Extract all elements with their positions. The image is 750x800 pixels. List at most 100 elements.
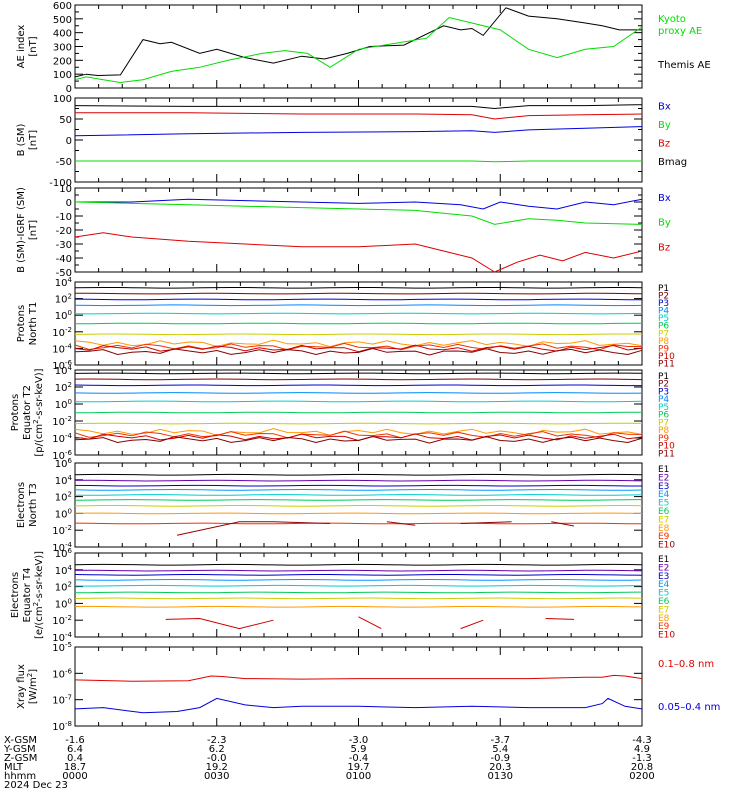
y-tick-label: 0	[66, 198, 72, 209]
series-group	[74, 198, 643, 273]
legend-item: E10	[658, 631, 675, 641]
orbit-cell: 0130	[488, 771, 513, 782]
y-tick-label: -30	[56, 240, 72, 251]
panel-8: 10-8 10-7 10-6 10-5 Xray flux [W/m2] 0.1–0.8 n…	[16, 641, 720, 733]
legend-item: Themis AE	[657, 60, 711, 71]
y-tick-label: 104	[55, 276, 73, 289]
orbit-cell: 20.8	[631, 762, 653, 773]
legend-item: E7	[658, 515, 669, 525]
legend-item: Kyoto	[658, 14, 686, 25]
orbit-cell: 18.7	[64, 762, 86, 773]
series-line	[386, 521, 416, 526]
legend-item: P8	[658, 426, 669, 436]
orbit-cell: -4.3	[632, 735, 652, 746]
orbit-row-label: 2024 Dec 23	[4, 780, 68, 791]
y-tick-label: 104	[55, 364, 73, 377]
legend-item: E3	[658, 482, 669, 492]
orbit-row-label: MLT	[4, 762, 24, 773]
series-line	[74, 372, 643, 375]
series-line	[74, 333, 643, 336]
y-axis-label: Protons	[16, 305, 27, 342]
legend-item: proxy AE	[658, 26, 702, 37]
series-line	[74, 339, 643, 348]
series-line	[74, 411, 642, 414]
legend-item: E2	[658, 473, 669, 483]
series-line	[74, 7, 642, 78]
series-group	[74, 287, 643, 356]
legend-item: P4	[658, 307, 669, 317]
series-line	[74, 126, 643, 137]
y-tick-label: -40	[56, 254, 72, 265]
y-tick-label: 10-4	[52, 631, 72, 644]
legend-item: Bmag	[658, 157, 687, 168]
series-line	[74, 422, 643, 425]
series-line	[176, 521, 331, 536]
series-line	[460, 619, 484, 630]
series-line	[74, 522, 643, 525]
y-tick-label: 104	[55, 564, 73, 577]
legend-item: P1	[658, 372, 669, 382]
series-line	[74, 591, 643, 594]
y-tick-label: -50	[56, 157, 72, 168]
legend-item: E4	[658, 490, 670, 500]
y-tick-label: 10-6	[52, 449, 72, 462]
orbit-cell: 5.9	[351, 744, 367, 755]
legend-item: Bx	[658, 193, 671, 204]
orbit-cell: -0.0	[207, 753, 227, 764]
y-tick-label: 10-6	[52, 667, 72, 680]
legend-item: By	[658, 120, 671, 131]
y-tick-label: 10-2	[52, 326, 72, 339]
legend-item: P2	[658, 292, 669, 302]
series-line	[74, 232, 643, 273]
legend: 0.1–0.8 nm 0.05–0.4 nm	[658, 659, 720, 713]
legend-item: E2	[658, 563, 669, 573]
y-tick-label: 102	[55, 381, 72, 394]
orbit-cell: -3.0	[349, 735, 369, 746]
panel-frame	[74, 97, 643, 183]
series-line	[74, 697, 643, 714]
y-tick-label: -20	[56, 226, 72, 237]
legend: Bx By Bz Bmag	[658, 102, 687, 169]
panel-3: -50 -40 -30 -20 -10 0 10 B (SM)-IGRF (SM) [nT] Bx…	[16, 184, 671, 279]
orbit-cell: 4.9	[634, 744, 650, 755]
series-line	[75, 198, 643, 210]
series-line	[74, 578, 643, 581]
legend-item: E5	[658, 589, 669, 599]
series-line	[165, 617, 274, 630]
y-tick-label: 10	[59, 184, 72, 195]
series-group	[74, 473, 643, 536]
legend-item: P3	[658, 387, 669, 397]
y-tick-label: 0	[66, 136, 72, 147]
legend-item: P8	[658, 337, 669, 347]
y-axis-label: [e/(cm2-s-sr-keV)]	[32, 551, 45, 639]
y-axis-label: [p/(cm2-s-sr-keV)]	[32, 368, 45, 456]
y-tick-label: 200	[53, 56, 72, 67]
series-line	[74, 342, 643, 351]
series-line	[74, 298, 643, 301]
series-line	[74, 605, 643, 608]
series-line	[74, 384, 642, 387]
series-line	[75, 160, 642, 163]
legend-item: 0.05–0.4 nm	[658, 702, 720, 713]
legend-item: E3	[658, 572, 669, 582]
panel-2: -100 -50 0 50 100 B (SM) [nT] Bx By Bz Bmag	[16, 94, 687, 189]
legend-item: E8	[658, 614, 670, 624]
y-axis-label: B (SM)	[16, 123, 27, 156]
legend-item: P11	[658, 449, 675, 459]
series-line	[545, 618, 575, 620]
series-group	[74, 372, 643, 444]
legend-item: P9	[658, 344, 669, 354]
y-axis-label: North T3	[28, 483, 39, 527]
y-tick-label: 10-2	[52, 614, 72, 627]
y-tick-label: 10-2	[52, 524, 72, 537]
y-tick-label: 10-8	[52, 720, 72, 733]
y-tick-label: -100	[49, 178, 72, 189]
y-tick-label: -50	[56, 268, 72, 279]
orbit-cell: -1.6	[65, 735, 85, 746]
series-line	[460, 521, 512, 524]
panel-frame	[74, 646, 643, 727]
orbit-cell: 0000	[62, 771, 87, 782]
